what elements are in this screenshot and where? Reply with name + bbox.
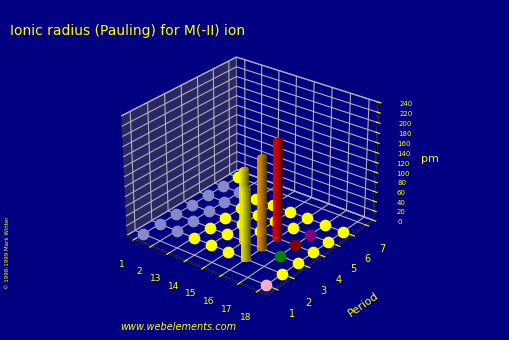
Y-axis label: Period: Period <box>345 291 379 319</box>
Text: Ionic radius (Pauling) for M(-II) ion: Ionic radius (Pauling) for M(-II) ion <box>10 24 245 38</box>
Text: www.webelements.com: www.webelements.com <box>120 322 236 332</box>
Text: © 1998-1999 Mark Winter: © 1998-1999 Mark Winter <box>5 217 10 289</box>
